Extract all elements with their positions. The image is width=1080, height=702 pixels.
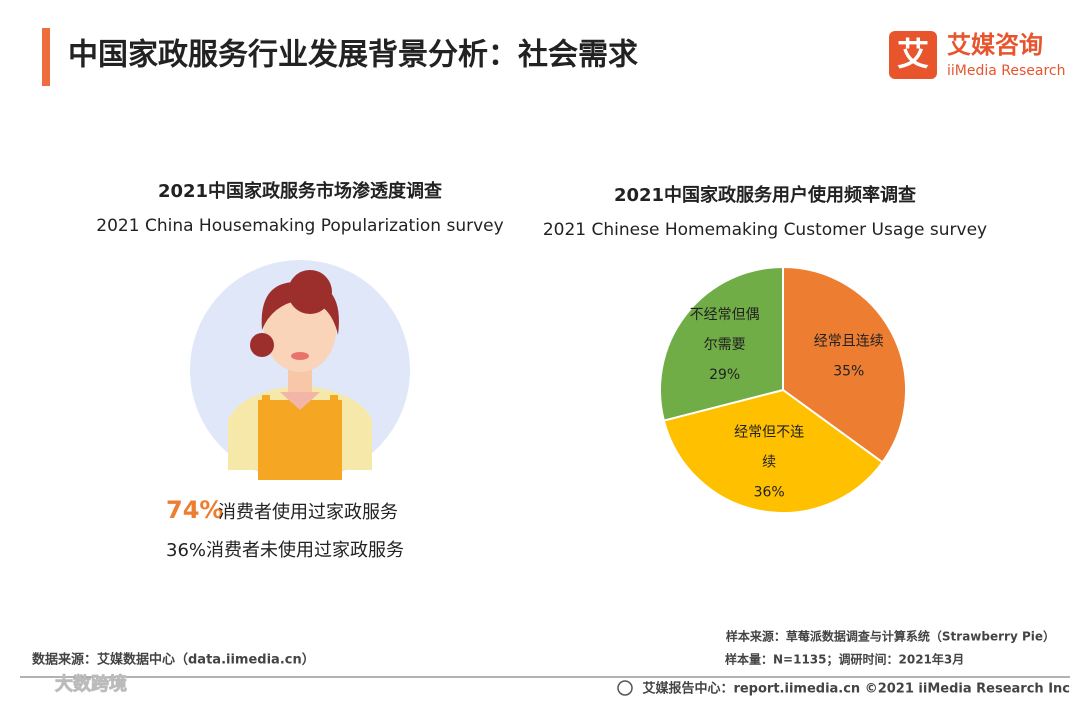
data-source: 数据来源：艾媒数据中心（data.iimedia.cn） — [32, 652, 315, 668]
slice-label: 经常但不连续 — [734, 424, 804, 470]
value-label: 35% — [833, 363, 864, 379]
stat-two: 36%消费者未使用过家政服务 — [166, 540, 404, 561]
stat-text: 消费者使用过家政服务 — [218, 502, 398, 523]
value-label: 29% — [709, 367, 740, 383]
chart-title: 2021中国家政服务用户使用频率调查 — [614, 184, 916, 206]
logo-mark: 艾 — [897, 35, 929, 73]
sample-size: 样本量：N=1135；调研时间：2021年3月 — [725, 652, 964, 667]
copyright: 艾媒报告中心：report.iimedia.cn ©2021 iiMedia R… — [642, 681, 1070, 697]
value-label: 36% — [754, 484, 785, 500]
pie-slice — [782, 265, 907, 464]
title-bar — [42, 28, 50, 86]
slide-title: 中国家政服务行业发展背景分析：社会需求 — [68, 38, 638, 73]
logo-sub: iiMedia Research — [947, 63, 1066, 79]
pie-slice — [662, 388, 884, 514]
logo-box — [889, 31, 937, 79]
stat-value: 74% — [166, 496, 223, 524]
sample-source: 样本来源：草莓派数据调查与计算系统（Strawberry Pie） — [726, 629, 1055, 644]
globe-icon — [617, 680, 633, 696]
watermark: 大数跨境 — [55, 673, 127, 695]
left-title: 2021中国家政服务市场渗透度调查 — [158, 180, 442, 202]
chart-subtitle: 2021 Chinese Homemaking Customer Usage s… — [543, 220, 987, 240]
illustration — [190, 260, 410, 480]
logo-name: 艾媒咨询 — [947, 31, 1043, 59]
pie-slice — [659, 265, 784, 422]
left-subtitle: 2021 China Housemaking Popularization su… — [96, 216, 503, 236]
slice-label: 不经常但偶尔需要 — [690, 307, 760, 353]
pie: 经常且连续 35% 经常但不连续 36% 不经常但偶尔需要 29% — [659, 265, 907, 514]
slice-label: 经常且连续 — [814, 332, 884, 349]
